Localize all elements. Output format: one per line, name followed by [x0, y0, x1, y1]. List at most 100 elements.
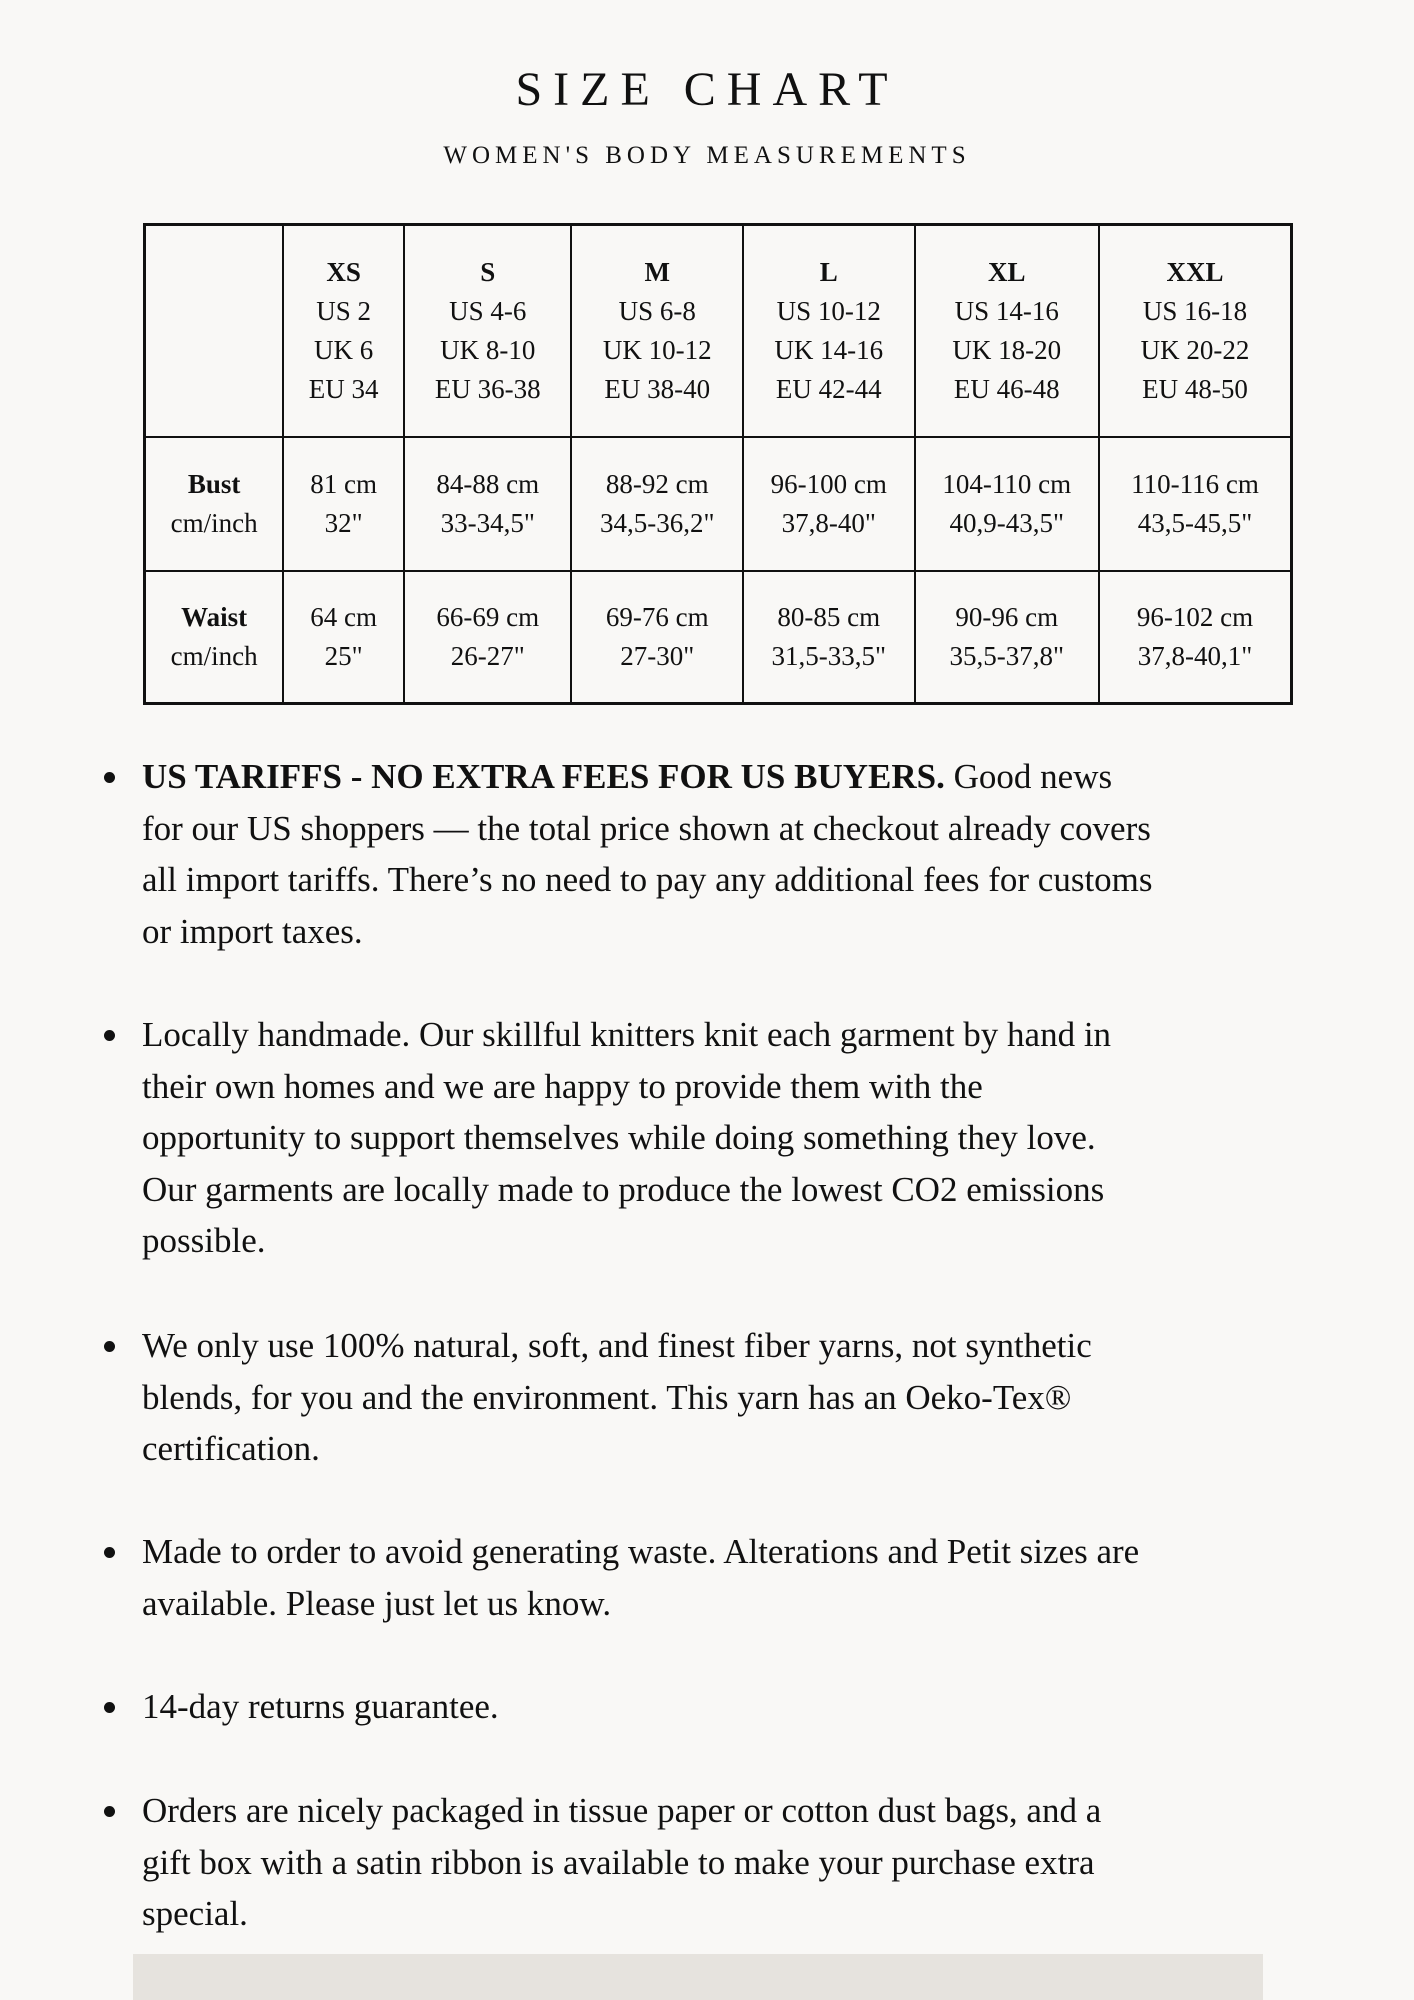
measurement-cell: 69-76 cm 27-30" [570, 570, 745, 704]
uk-size: UK 10-12 [602, 335, 712, 365]
size-header-cell: XL US 14-16 UK 18-20 EU 46-48 [913, 223, 1101, 438]
bullet-icon [104, 1806, 115, 1817]
measurement-cell: 104-110 cm 40,9-43,5" [913, 436, 1101, 572]
inch-value: 40,9-43,5" [949, 508, 1065, 538]
eu-size: EU 38-40 [604, 374, 711, 404]
row-header-cell: Bust cm/inch [143, 436, 285, 572]
inch-value: 32" [324, 508, 363, 538]
eu-size: EU 36-38 [434, 374, 541, 404]
us-size: US 6-8 [618, 296, 696, 326]
row-unit: cm/inch [170, 640, 258, 671]
us-size: US 14-16 [954, 296, 1059, 326]
uk-size: UK 20-22 [1140, 335, 1250, 365]
size-header-cell: M US 6-8 UK 10-12 EU 38-40 [570, 223, 745, 438]
size-label: S [480, 257, 496, 287]
list-item-text: opportunity to support themselves while … [142, 1118, 1096, 1158]
list-item-text: all import tariffs. There’s no need to p… [142, 860, 1153, 900]
cm-value: 81 cm [310, 469, 377, 499]
eu-size: EU 34 [308, 374, 379, 404]
measurement-cell: 64 cm 25" [282, 570, 405, 704]
footer-band [133, 1954, 1263, 2000]
row-header-cell: Waist cm/inch [143, 570, 285, 704]
list-item: Orders are nicely packaged in tissue pap… [104, 1785, 1102, 1940]
inch-value: 31,5-33,5" [771, 640, 887, 671]
page-title: SIZE CHART [515, 63, 899, 116]
measurement-cell: 110-116 cm 43,5-45,5" [1098, 436, 1293, 572]
row-label: Waist [181, 601, 248, 632]
list-item-text: 14-day returns guarantee. [142, 1687, 499, 1726]
measurement-cell: 80-85 cm 31,5-33,5" [742, 570, 916, 704]
table-row: Waist cm/inch 64 cm 25" 66-69 cm 26-27" 69-76 … [143, 570, 1293, 704]
list-item-text: blends, for you and the environment. Thi… [142, 1377, 1072, 1417]
size-label: M [644, 257, 670, 287]
cm-value: 110-116 cm [1131, 469, 1259, 499]
inch-value: 37,8-40" [781, 508, 876, 538]
size-label: XS [326, 257, 361, 287]
cm-value: 90-96 cm [955, 601, 1059, 632]
list-item-text: Locally handmade. Our skillful knitters … [142, 1015, 1112, 1054]
bullet-icon [104, 1547, 115, 1558]
us-size: US 2 [316, 296, 371, 326]
list-item-text: certification. [142, 1429, 320, 1469]
row-label: Bust [187, 469, 241, 499]
eu-size: EU 46-48 [953, 374, 1060, 404]
measurement-cell: 96-100 cm 37,8-40" [742, 436, 916, 572]
size-chart-table: XS US 2 UK 6 EU 34 S US 4-6 UK 8-10 EU 36-38 M US… [143, 223, 1293, 705]
inch-value: 26-27" [450, 640, 525, 671]
list-item: Locally handmade. Our skillful knitters … [104, 1009, 1112, 1267]
bullet-icon [104, 1341, 115, 1352]
corner-cell [143, 223, 285, 438]
list-item-text: Good news [944, 757, 1113, 796]
inch-value: 37,8-40,1" [1137, 640, 1253, 671]
inch-value: 34,5-36,2" [599, 508, 715, 538]
uk-size: UK 8-10 [440, 335, 536, 365]
list-item-text: We only use 100% natural, soft, and fine… [142, 1326, 1092, 1365]
list-item-text: Orders are nicely packaged in tissue pap… [142, 1791, 1102, 1830]
size-header-cell: XS US 2 UK 6 EU 34 [282, 223, 405, 438]
size-header-cell: XXL US 16-18 UK 20-22 EU 48-50 [1098, 223, 1293, 438]
list-item-text: special. [142, 1894, 248, 1934]
row-unit: cm/inch [170, 508, 258, 538]
size-label: L [819, 257, 838, 287]
measurement-cell: 88-92 cm 34,5-36,2" [570, 436, 745, 572]
inch-value: 35,5-37,8" [949, 640, 1065, 671]
cm-value: 69-76 cm [605, 601, 709, 632]
size-header-cell: L US 10-12 UK 14-16 EU 42-44 [742, 223, 916, 438]
list-item: Made to order to avoid generating waste.… [104, 1526, 1139, 1629]
bullet-icon [104, 772, 115, 783]
bullet-icon [104, 1702, 115, 1713]
list-item: We only use 100% natural, soft, and fine… [104, 1320, 1092, 1475]
cm-value: 84-88 cm [436, 469, 540, 499]
list-item: US TARIFFS - NO EXTRA FEES FOR US BUYERS… [104, 751, 1153, 957]
list-item-heading: US TARIFFS - NO EXTRA FEES FOR US BUYERS… [142, 757, 945, 796]
cm-value: 64 cm [310, 601, 377, 632]
size-label: XL [988, 257, 1026, 287]
list-item-text: possible. [142, 1221, 266, 1261]
list-item: 14-day returns guarantee. [104, 1681, 499, 1733]
cm-value: 96-102 cm [1136, 601, 1254, 632]
inch-value: 25" [324, 640, 363, 671]
inch-value: 43,5-45,5" [1137, 508, 1253, 538]
measurement-cell: 81 cm 32" [282, 436, 405, 572]
measurement-cell: 84-88 cm 33-34,5" [402, 436, 573, 572]
us-size: US 10-12 [776, 296, 881, 326]
cm-value: 80-85 cm [777, 601, 881, 632]
bullet-icon [104, 1030, 115, 1041]
us-size: US 4-6 [449, 296, 527, 326]
list-item-text: their own homes and we are happy to prov… [142, 1066, 983, 1106]
list-item-text: available. Please just let us know. [142, 1583, 612, 1623]
measurement-cell: 90-96 cm 35,5-37,8" [913, 570, 1101, 704]
us-size: US 16-18 [1142, 296, 1248, 326]
measurement-cell: 96-102 cm 37,8-40,1" [1098, 570, 1293, 704]
measurement-cell: 66-69 cm 26-27" [402, 570, 573, 704]
page-subtitle: WOMEN'S BODY MEASUREMENTS [443, 142, 971, 169]
size-header-cell: S US 4-6 UK 8-10 EU 36-38 [402, 223, 573, 438]
eu-size: EU 42-44 [775, 374, 882, 404]
eu-size: EU 48-50 [1142, 374, 1248, 404]
list-item-text: or import taxes. [142, 911, 363, 951]
cm-value: 96-100 cm [770, 469, 887, 499]
table-row: Bust cm/inch 81 cm 32" 84-88 cm 33-34,5" 88-92… [143, 436, 1293, 572]
inch-value: 33-34,5" [440, 508, 535, 538]
list-item-text: for our US shoppers — the total price sh… [142, 808, 1151, 848]
size-label: XXL [1166, 257, 1224, 287]
